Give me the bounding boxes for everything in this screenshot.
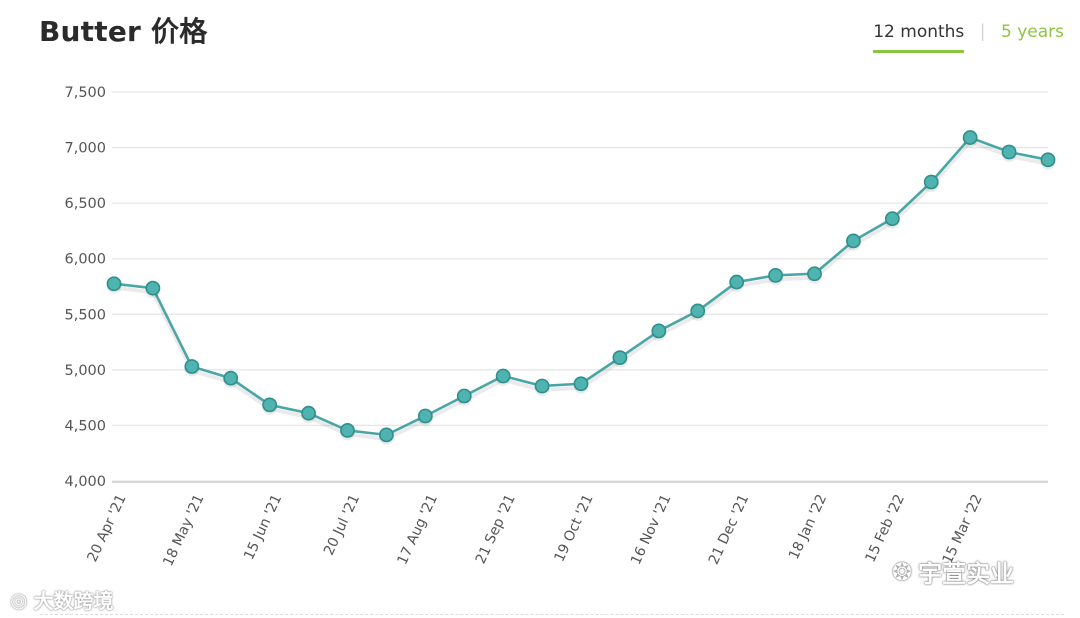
- chart-title: Butter 价格: [39, 15, 208, 48]
- x-tick-label: 20 Jul '21: [321, 492, 363, 558]
- y-tick-label: 6,500: [64, 196, 106, 212]
- x-tick-label: 15 Jun '21: [241, 492, 285, 562]
- y-tick-label: 7,000: [64, 141, 106, 157]
- x-tick-label: 20 Apr '21: [84, 492, 129, 565]
- y-tick-label: 4,000: [64, 474, 106, 490]
- data-point: [184, 359, 200, 374]
- data-point: [846, 233, 861, 249]
- x-tick-label: 18 May '21: [160, 492, 207, 569]
- watermark-right-text: 宇萱实业: [918, 560, 1015, 588]
- data-point: [456, 388, 472, 404]
- data-point: [573, 376, 589, 392]
- x-tick-label: 17 Aug '21: [394, 492, 441, 567]
- data-point: [1040, 152, 1056, 168]
- bottom-divider: [40, 614, 1064, 615]
- watermark-right: ❂ 宇萱实业: [892, 554, 1014, 589]
- x-tick-label: 21 Sep '21: [473, 492, 519, 567]
- data-point: [807, 266, 822, 282]
- y-tick-label: 6,000: [64, 252, 106, 268]
- watermark-left: ◎ 大数跨境: [10, 585, 113, 614]
- tab-12-months[interactable]: 12 months: [873, 20, 965, 53]
- data-point: [923, 174, 939, 190]
- data-point: [612, 350, 628, 366]
- data-point: [729, 274, 745, 290]
- data-point: [690, 303, 706, 319]
- data-point: [962, 130, 978, 145]
- watermark-left-text: 大数跨境: [33, 589, 114, 613]
- wechat-logo-icon: ❂: [892, 557, 913, 586]
- data-point: [223, 370, 239, 386]
- y-tick-label: 5,500: [64, 307, 106, 323]
- y-tick-label: 4,500: [64, 418, 106, 434]
- x-tick-label: 16 Nov '21: [628, 492, 674, 567]
- data-point: [651, 323, 667, 339]
- x-tick-label: 19 Oct '21: [551, 492, 596, 565]
- data-point: [884, 211, 900, 227]
- x-tick-label: 18 Jan '22: [786, 492, 830, 562]
- data-point: [145, 280, 161, 296]
- weibo-logo-icon: ◎: [10, 587, 28, 612]
- tab-separator: |: [980, 21, 985, 41]
- data-point: [1001, 144, 1017, 160]
- data-point: [340, 423, 355, 438]
- data-point: [768, 267, 783, 283]
- data-point: [106, 276, 122, 292]
- time-range-tabs: 12 months | 5 years: [873, 20, 1064, 54]
- data-point: [495, 368, 511, 384]
- data-point: [417, 408, 433, 424]
- y-tick-label: 5,000: [64, 363, 106, 379]
- x-tick-label: 21 Dec '21: [706, 492, 752, 567]
- y-tick-label: 7,500: [64, 85, 106, 101]
- data-point: [301, 405, 316, 421]
- data-point: [379, 427, 394, 443]
- data-point: [262, 397, 278, 413]
- tab-5-years[interactable]: 5 years: [1000, 22, 1064, 42]
- data-point: [534, 378, 550, 394]
